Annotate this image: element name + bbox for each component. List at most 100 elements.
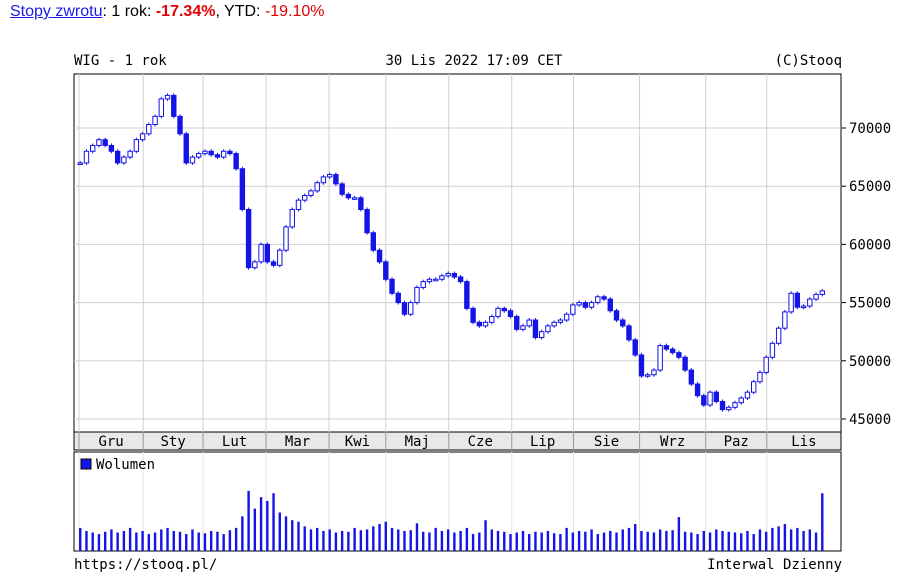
candle <box>252 261 258 269</box>
candle <box>395 292 401 304</box>
candle <box>501 307 507 312</box>
volume-bar <box>665 530 668 551</box>
candle <box>233 153 239 170</box>
candle <box>389 278 395 294</box>
candle <box>750 381 757 393</box>
candle <box>102 139 108 146</box>
volume-bar <box>334 532 338 551</box>
returns-header: Stopy zwrotu: 1 rok: -17.34%, YTD: -19.1… <box>10 3 325 21</box>
candle <box>582 302 589 308</box>
volume-bar <box>814 532 818 551</box>
candle <box>127 150 133 158</box>
candle <box>383 261 389 280</box>
volume-bar <box>303 526 306 551</box>
volume-bar <box>241 516 244 551</box>
volume-bar <box>340 530 344 551</box>
y-tick-label: 70000 <box>849 121 891 137</box>
volume-bar <box>172 530 175 551</box>
candle <box>401 302 408 315</box>
volume-bar <box>740 533 743 551</box>
candle <box>426 278 433 283</box>
volume-bar <box>615 532 618 551</box>
volume-bar <box>646 531 649 551</box>
x-tick-label: Paz <box>724 434 749 450</box>
candle <box>152 115 158 126</box>
candle <box>451 272 458 278</box>
candle <box>133 139 140 152</box>
candle <box>807 298 813 307</box>
volume-bar <box>471 534 475 551</box>
candle <box>775 327 782 344</box>
volume-bar <box>222 534 225 551</box>
x-tick-label: Cze <box>468 434 493 450</box>
candle <box>663 345 670 350</box>
volume-bar <box>671 530 674 551</box>
volume-bar <box>253 508 257 551</box>
volume-bar <box>440 530 444 551</box>
candle <box>545 325 551 333</box>
candle <box>83 150 90 164</box>
volume-bar <box>259 497 263 551</box>
volume-bar <box>521 530 525 551</box>
volume-bar <box>209 530 213 551</box>
candle <box>732 402 738 408</box>
candle <box>264 243 271 263</box>
returns-link[interactable]: Stopy zwrotu <box>10 3 103 20</box>
candle <box>364 208 370 234</box>
volume-bar <box>359 530 363 551</box>
volume-bar <box>309 529 313 551</box>
candle <box>576 302 582 306</box>
candle <box>358 197 364 210</box>
candle <box>295 199 302 210</box>
volume-bar <box>434 527 437 551</box>
candle <box>108 144 115 152</box>
candle <box>96 139 102 146</box>
volume-bar <box>91 532 94 551</box>
candle <box>813 293 819 300</box>
candle <box>220 150 227 158</box>
candle <box>626 325 632 341</box>
volume-bar <box>540 532 543 551</box>
candle <box>189 156 196 164</box>
candle <box>713 391 719 403</box>
volume-bar <box>584 531 587 551</box>
x-tick-label: Lip <box>530 434 555 450</box>
candle <box>320 176 327 184</box>
candle <box>532 319 539 338</box>
volume-bar <box>153 532 157 551</box>
volume-bar <box>365 529 369 551</box>
volume-bar <box>752 534 755 551</box>
volume-bar <box>821 493 824 551</box>
volume-bar <box>347 531 350 551</box>
volume-bar <box>777 526 780 551</box>
y-tick-label: 50000 <box>849 354 891 370</box>
candle <box>457 276 464 283</box>
volume-bar <box>627 527 631 551</box>
candle <box>283 226 289 251</box>
volume-bar <box>85 530 88 551</box>
volume-bar <box>565 527 568 551</box>
candle <box>620 319 626 327</box>
volume-bar <box>496 530 500 551</box>
candle <box>439 275 445 280</box>
volume-bar <box>696 534 699 551</box>
footer-interval: Interwal Dzienny <box>707 557 842 573</box>
ytd-label: , YTD: <box>215 3 265 20</box>
candle <box>345 193 352 199</box>
candle <box>489 316 495 323</box>
volume-bar <box>746 530 749 551</box>
candle <box>370 232 377 251</box>
volume-bar <box>160 529 163 551</box>
y-tick-label: 65000 <box>849 179 891 195</box>
volume-bar <box>571 532 575 551</box>
volume-bar <box>397 529 400 551</box>
volume-bar <box>415 523 419 551</box>
candle <box>651 369 657 376</box>
candle <box>514 316 520 330</box>
footer-url: https://stooq.pl/ <box>74 557 217 573</box>
candle <box>376 249 383 263</box>
candle <box>682 356 688 371</box>
candle <box>289 208 295 228</box>
volume-bar <box>234 527 238 551</box>
